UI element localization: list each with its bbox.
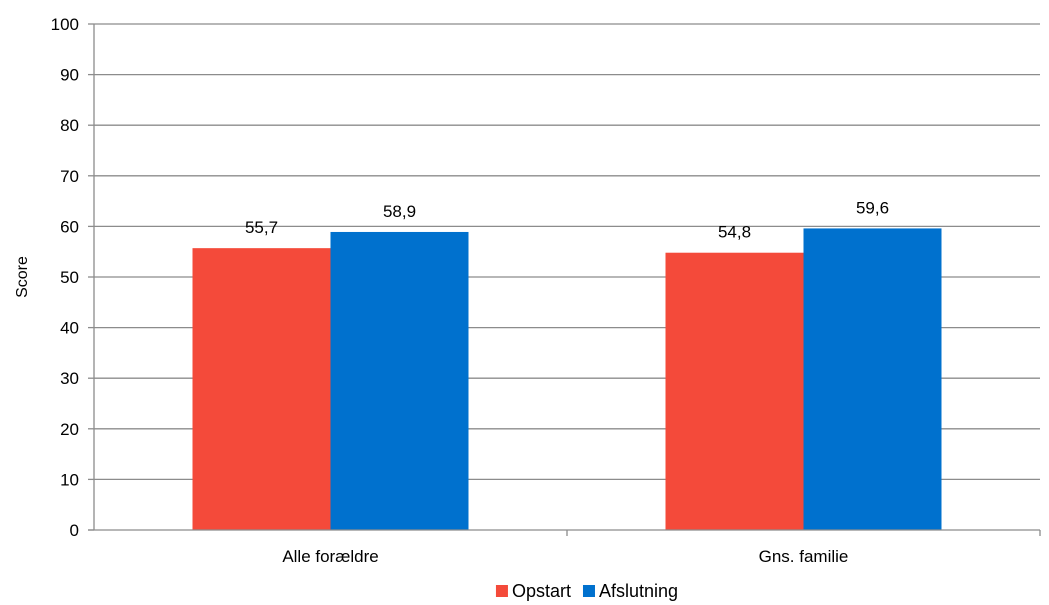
legend-label: Opstart xyxy=(512,581,571,601)
legend-swatch xyxy=(582,585,595,597)
legend: Opstart Afslutning xyxy=(495,581,678,601)
data-labels: 55,7 58,9 54,8 59,6 xyxy=(245,198,889,241)
y-tick-label: 90 xyxy=(60,66,79,85)
bar-opstart xyxy=(665,252,804,530)
x-category-label: Alle forældre xyxy=(282,547,378,566)
y-tick-label: 60 xyxy=(60,217,79,236)
data-label: 55,7 xyxy=(245,218,278,237)
y-tick-label: 10 xyxy=(60,470,79,489)
bar-afslutning xyxy=(803,228,942,530)
legend-item: Opstart xyxy=(495,581,571,601)
legend-item: Afslutning xyxy=(582,581,678,601)
bar-afslutning xyxy=(330,231,469,530)
y-tick-label: 100 xyxy=(51,15,79,34)
legend-swatch xyxy=(495,585,508,597)
axes: 0 10 20 30 40 50 60 70 80 90 100 Alle forældre Gns. … xyxy=(51,15,1041,566)
x-category-label: Gns. familie xyxy=(759,547,849,566)
bars xyxy=(192,228,942,530)
y-tick-label: 40 xyxy=(60,319,79,338)
y-tick-label: 20 xyxy=(60,420,79,439)
data-label: 54,8 xyxy=(718,223,751,242)
y-tick-label: 50 xyxy=(60,268,79,287)
y-tick-label: 70 xyxy=(60,167,79,186)
y-tick-label: 30 xyxy=(60,369,79,388)
y-tick-label: 80 xyxy=(60,116,79,135)
data-label: 59,6 xyxy=(856,198,889,217)
y-axis-title: Score xyxy=(14,256,31,298)
bar-opstart xyxy=(192,248,331,530)
legend-label: Afslutning xyxy=(599,581,678,601)
y-tick-label: 0 xyxy=(70,521,79,540)
data-label: 58,9 xyxy=(383,202,416,221)
